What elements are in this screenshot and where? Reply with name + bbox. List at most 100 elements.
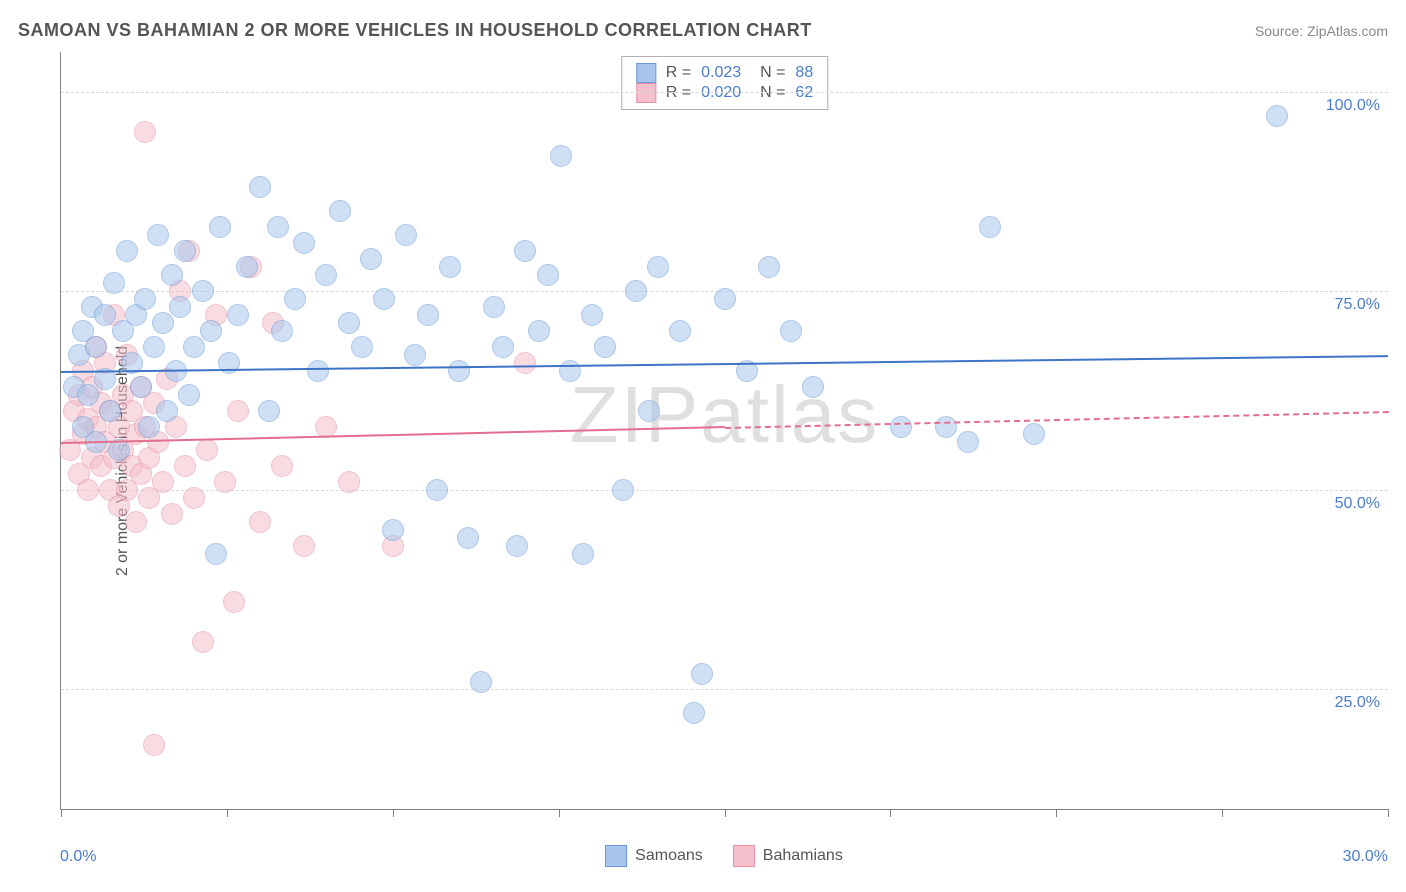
data-point [103,272,125,294]
data-point [227,400,249,422]
data-point [647,256,669,278]
data-point [572,543,594,565]
data-point [227,304,249,326]
y-tick-label: 50.0% [1335,495,1380,513]
data-point [236,256,258,278]
stat-n-value: 62 [795,84,813,102]
data-point [957,431,979,453]
x-tick [1222,809,1223,817]
legend-swatch [605,845,627,867]
data-point [125,511,147,533]
stat-r-value: 0.023 [701,64,741,82]
data-point [439,256,461,278]
data-point [638,400,660,422]
gridline [61,92,1388,93]
data-point [338,312,360,334]
data-point [935,416,957,438]
data-point [669,320,691,342]
gridline [61,490,1388,491]
series-legend: Samoans Bahamians [60,842,1388,870]
watermark: ZIPatlas [570,369,879,461]
x-tick [1056,809,1057,817]
data-point [395,224,417,246]
data-point [417,304,439,326]
x-tick [725,809,726,817]
data-point [161,503,183,525]
x-tick [1388,809,1389,817]
legend-swatch [636,63,656,83]
x-tick [890,809,891,817]
data-point [514,240,536,262]
x-tick [61,809,62,817]
data-point [99,400,121,422]
stats-row: R =0.020 N =62 [636,83,813,103]
data-point [134,288,156,310]
data-point [293,535,315,557]
stat-r-value: 0.020 [701,84,741,102]
data-point [174,455,196,477]
data-point [161,264,183,286]
trend-line [61,355,1388,373]
data-point [130,376,152,398]
data-point [152,471,174,493]
data-point [209,216,231,238]
data-point [351,336,373,358]
data-point [426,479,448,501]
data-point [1023,423,1045,445]
data-point [470,671,492,693]
legend-item: Samoans [605,845,703,867]
x-tick [393,809,394,817]
data-point [758,256,780,278]
data-point [625,280,647,302]
chart-title: SAMOAN VS BAHAMIAN 2 OR MORE VEHICLES IN… [18,20,812,41]
plot-area: ZIPatlas R =0.023 N =88R =0.020 N =62 25… [60,52,1388,810]
data-point [612,479,634,501]
data-point [979,216,1001,238]
data-point [116,240,138,262]
data-point [85,336,107,358]
data-point [528,320,550,342]
data-point [249,176,271,198]
chart-container: 2 or more Vehicles in Household ZIPatlas… [18,52,1388,870]
data-point [192,280,214,302]
data-point [284,288,306,310]
data-point [178,384,200,406]
data-point [271,320,293,342]
data-point [506,535,528,557]
data-point [1266,105,1288,127]
stats-row: R =0.023 N =88 [636,63,813,83]
data-point [802,376,824,398]
data-point [94,304,116,326]
legend-item: Bahamians [733,845,843,867]
data-point [77,479,99,501]
data-point [338,471,360,493]
y-tick-label: 25.0% [1335,694,1380,712]
trend-line-dashed [724,411,1388,429]
y-tick-label: 100.0% [1326,97,1380,115]
data-point [559,360,581,382]
data-point [205,543,227,565]
data-point [147,224,169,246]
data-point [258,400,280,422]
data-point [200,320,222,342]
data-point [315,416,337,438]
stat-n-value: 88 [795,64,813,82]
data-point [293,232,315,254]
data-point [683,702,705,724]
data-point [382,519,404,541]
data-point [267,216,289,238]
data-point [890,416,912,438]
data-point [714,288,736,310]
data-point [514,352,536,374]
data-point [143,734,165,756]
data-point [492,336,514,358]
data-point [174,240,196,262]
data-point [483,296,505,318]
data-point [196,439,218,461]
data-point [448,360,470,382]
legend-label: Bahamians [763,847,843,865]
data-point [691,663,713,685]
y-tick-label: 75.0% [1335,296,1380,314]
data-point [581,304,603,326]
stat-label: N = [751,84,785,102]
